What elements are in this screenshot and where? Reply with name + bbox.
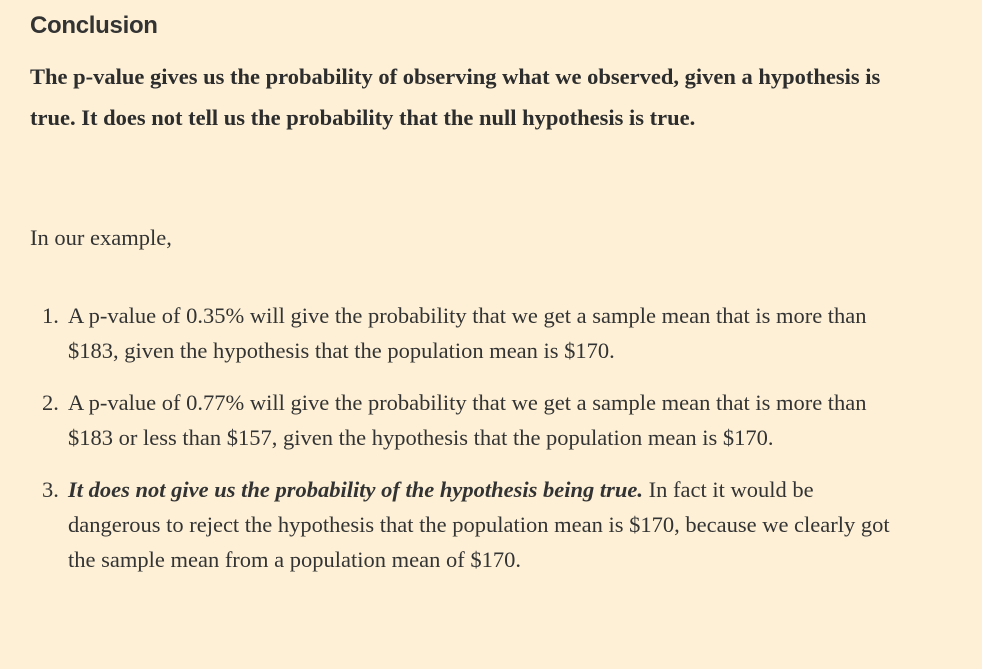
list-item-text: A p-value of 0.77% will give the probabi… [68, 390, 867, 450]
numbered-list: 1. A p-value of 0.35% will give the prob… [30, 298, 910, 577]
list-item: 3. It does not give us the probability o… [30, 472, 910, 577]
intro-paragraph: In our example, [30, 225, 172, 250]
list-number: 2. [42, 390, 59, 415]
list-item-emphasis: It does not give us the probability of t… [68, 477, 644, 502]
list-item: 2. A p-value of 0.77% will give the prob… [30, 385, 910, 455]
list-item-text: In fact it would be dangerous to reject … [68, 477, 890, 572]
list-item-text: A p-value of 0.35% will give the probabi… [68, 303, 867, 363]
list-number: 3. [42, 477, 59, 502]
section-heading: Conclusion [30, 12, 158, 39]
list-number: 1. [42, 303, 59, 328]
lead-paragraph: The p-value gives us the probability of … [30, 64, 881, 130]
list-item: 1. A p-value of 0.35% will give the prob… [30, 298, 910, 368]
